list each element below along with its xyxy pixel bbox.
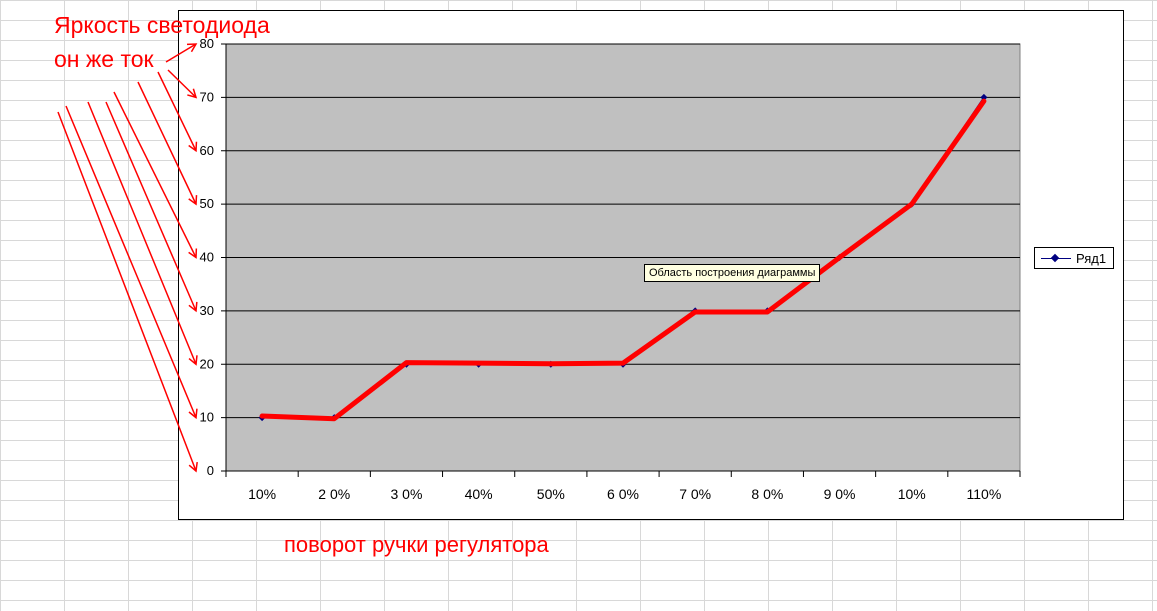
y-tick-label: 70: [200, 89, 214, 104]
x-tick-label: 40%: [465, 486, 493, 502]
x-tick-label: 3 0%: [390, 486, 422, 502]
arrow-shaft: [57, 111, 197, 472]
x-tick-label: 7 0%: [679, 486, 711, 502]
overlay-polyline: [259, 98, 987, 422]
x-tick-label: 50%: [537, 486, 565, 502]
arrow-shaft: [167, 69, 197, 98]
y-tick-label: 40: [200, 250, 214, 265]
arrow-shaft: [87, 101, 197, 365]
annotation-x-label: поворот ручки регулятора: [284, 532, 549, 557]
annotation-y-line1: Яркость светодиода: [54, 12, 270, 38]
data-point-marker: [980, 93, 988, 101]
axes: [221, 43, 1021, 477]
x-tick-label: 9 0%: [824, 486, 856, 502]
arrow-head: [188, 248, 198, 259]
x-tick-labels: 10% 2 0% 3 0% 40% 50% 6 0% 7 0% 8 0% 9 0% 10% 110%: [248, 486, 1001, 502]
legend[interactable]: Ряд1: [1034, 247, 1114, 269]
red-overlay-line: [259, 98, 987, 422]
y-tick-label: 50: [200, 196, 214, 211]
y-tick-label: 10: [200, 410, 214, 425]
x-tick-label: 8 0%: [751, 486, 783, 502]
arrow-head: [187, 88, 198, 99]
y-tick-label: 30: [200, 303, 214, 318]
y-tick-label: 20: [200, 356, 214, 371]
y-tick-label: 80: [200, 36, 214, 51]
annotation-arrows: [57, 43, 198, 473]
x-tick-label: 10%: [248, 486, 276, 502]
x-tick-label: 10%: [898, 486, 926, 502]
arrow-head: [188, 355, 198, 366]
x-tick-label: 6 0%: [607, 486, 639, 502]
arrow-shaft: [137, 81, 197, 205]
legend-diamond-icon: [1050, 253, 1060, 263]
y-tick-label: 0: [207, 463, 214, 478]
plot-area-tooltip: Область построения диаграммы: [644, 264, 821, 282]
y-tick-labels: 0 10 20 30 40 50 60 70 80: [200, 36, 214, 478]
arrow-head: [186, 43, 198, 53]
annotation-y-line2: он же ток: [54, 46, 154, 72]
arrow-head: [188, 461, 198, 473]
arrow-head: [188, 301, 198, 313]
arrow-head: [188, 141, 198, 153]
x-tick-label: 110%: [967, 486, 1002, 502]
legend-label: Ряд1: [1076, 251, 1107, 266]
arrow-shaft: [113, 91, 197, 258]
arrow-shaft: [165, 43, 197, 63]
arrow-shaft: [65, 105, 197, 418]
arrow-shaft: [105, 101, 197, 312]
x-tick-label: 2 0%: [318, 486, 350, 502]
arrow-shaft: [157, 71, 197, 152]
arrow-head: [188, 408, 198, 420]
y-tick-label: 60: [200, 143, 214, 158]
arrow-head: [188, 195, 198, 206]
